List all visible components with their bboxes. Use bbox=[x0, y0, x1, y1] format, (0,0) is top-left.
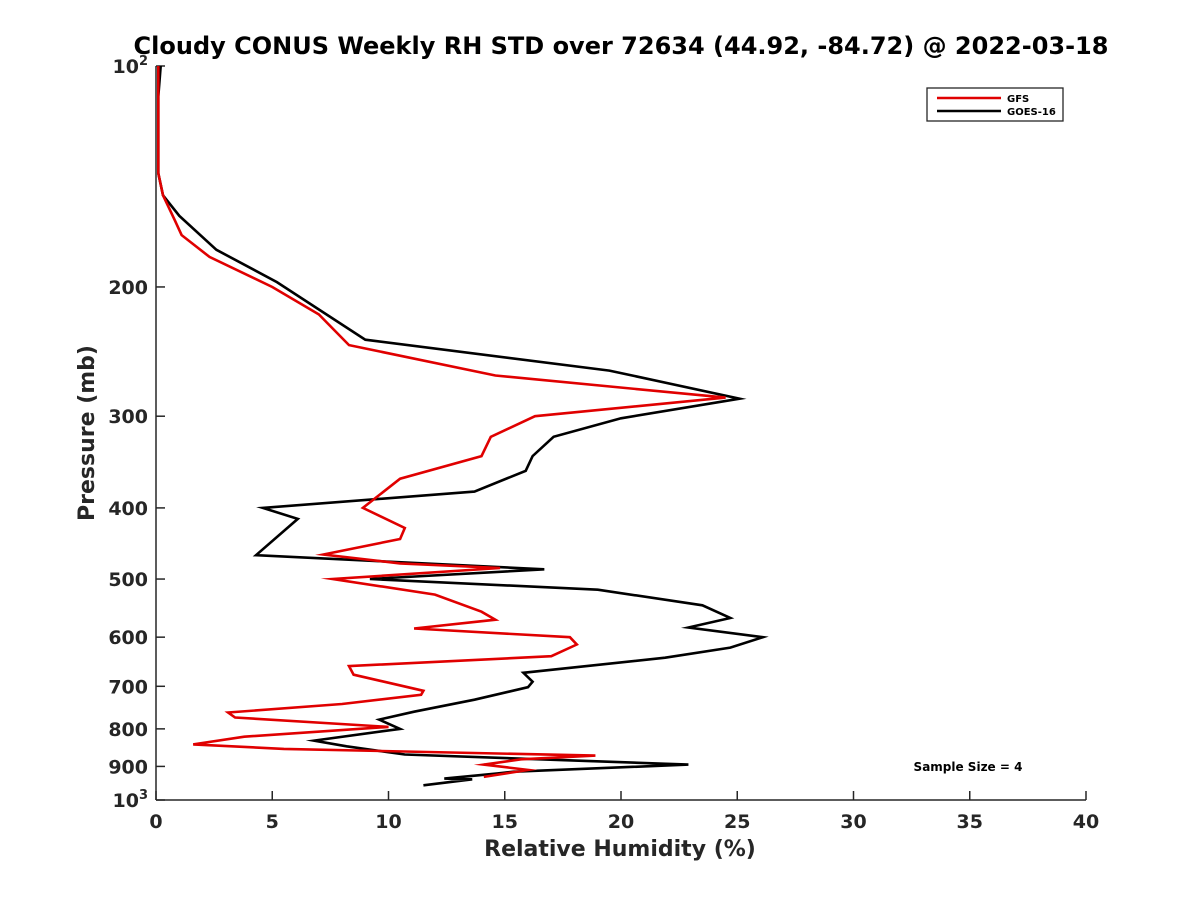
y-tick-label: 700 bbox=[108, 676, 148, 698]
y-tick-label: 800 bbox=[108, 719, 148, 741]
x-tick-label: 40 bbox=[1073, 811, 1099, 833]
x-tick-label: 35 bbox=[957, 811, 983, 833]
y-axis-label: Pressure (mb) bbox=[75, 345, 100, 521]
legend-label: GFS bbox=[1007, 94, 1029, 105]
sample-size-annotation: Sample Size = 4 bbox=[914, 760, 1023, 774]
x-tick-label: 20 bbox=[608, 811, 634, 833]
y-tick-label: 900 bbox=[108, 756, 148, 778]
y-tick-label: 400 bbox=[108, 498, 148, 520]
series-layer bbox=[157, 65, 769, 787]
x-tick-label: 10 bbox=[375, 811, 401, 833]
x-tick-label: 5 bbox=[266, 811, 279, 833]
x-tick-label: 0 bbox=[149, 811, 162, 833]
axes: 0 5 10 15 20 25 30 35 40 102 200 300 400 500 600 700 800… bbox=[108, 54, 1099, 833]
x-axis-label: Relative Humidity (%) bbox=[484, 837, 756, 862]
y-tick-label: 102 bbox=[113, 54, 149, 78]
series-line-gfs bbox=[157, 66, 726, 779]
x-tick-label: 15 bbox=[492, 811, 518, 833]
y-tick-label: 103 bbox=[113, 788, 149, 812]
y-tick-label: 200 bbox=[108, 277, 148, 299]
x-tick-label: 30 bbox=[840, 811, 866, 833]
series-line-goes-16 bbox=[157, 65, 769, 787]
y-tick-label: 500 bbox=[108, 569, 148, 591]
x-tick-label: 25 bbox=[724, 811, 750, 833]
legend-label: GOES-16 bbox=[1007, 107, 1056, 118]
legend: GFS GOES-16 bbox=[926, 87, 1064, 122]
legend-box bbox=[926, 87, 1064, 122]
y-tick-label: 600 bbox=[108, 627, 148, 649]
y-tick-label: 300 bbox=[108, 406, 148, 428]
chart-title: Cloudy CONUS Weekly RH STD over 72634 (4… bbox=[134, 32, 1109, 60]
